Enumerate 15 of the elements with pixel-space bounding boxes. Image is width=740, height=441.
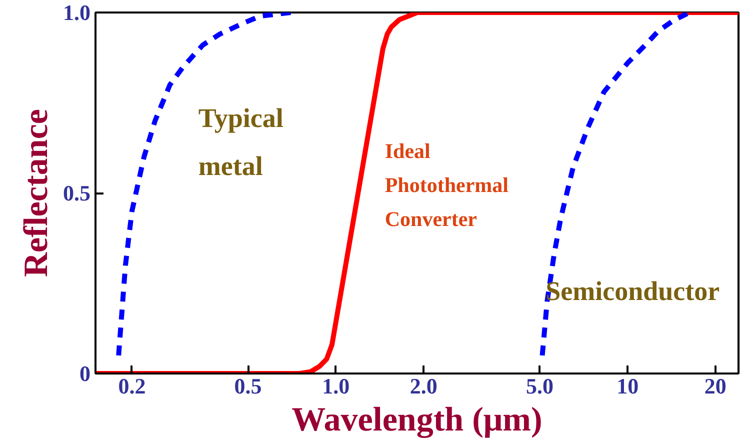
y-tick-label: 0.5 (63, 180, 90, 206)
annotation: Semiconductor (546, 276, 720, 306)
x-tick-label: 0.5 (234, 374, 262, 398)
x-tick-label: 1.0 (322, 374, 350, 398)
annotation: Typical metal (198, 102, 284, 181)
x-axis-title: Wavelength (μm) (292, 402, 542, 438)
y-tick-label: 0 (80, 361, 90, 386)
x-tick-label: 20 (704, 374, 726, 398)
y-axis-title: Reflectance (18, 108, 55, 278)
x-tick-label: 2.0 (410, 374, 438, 398)
annotation: Ideal Photothermal Converter (384, 138, 509, 231)
x-tick-label: 0.2 (118, 374, 146, 398)
y-tick-label: 1.0 (63, 0, 90, 25)
x-tick-label: 10 (616, 374, 639, 398)
x-tick-label: 5.0 (526, 374, 554, 398)
